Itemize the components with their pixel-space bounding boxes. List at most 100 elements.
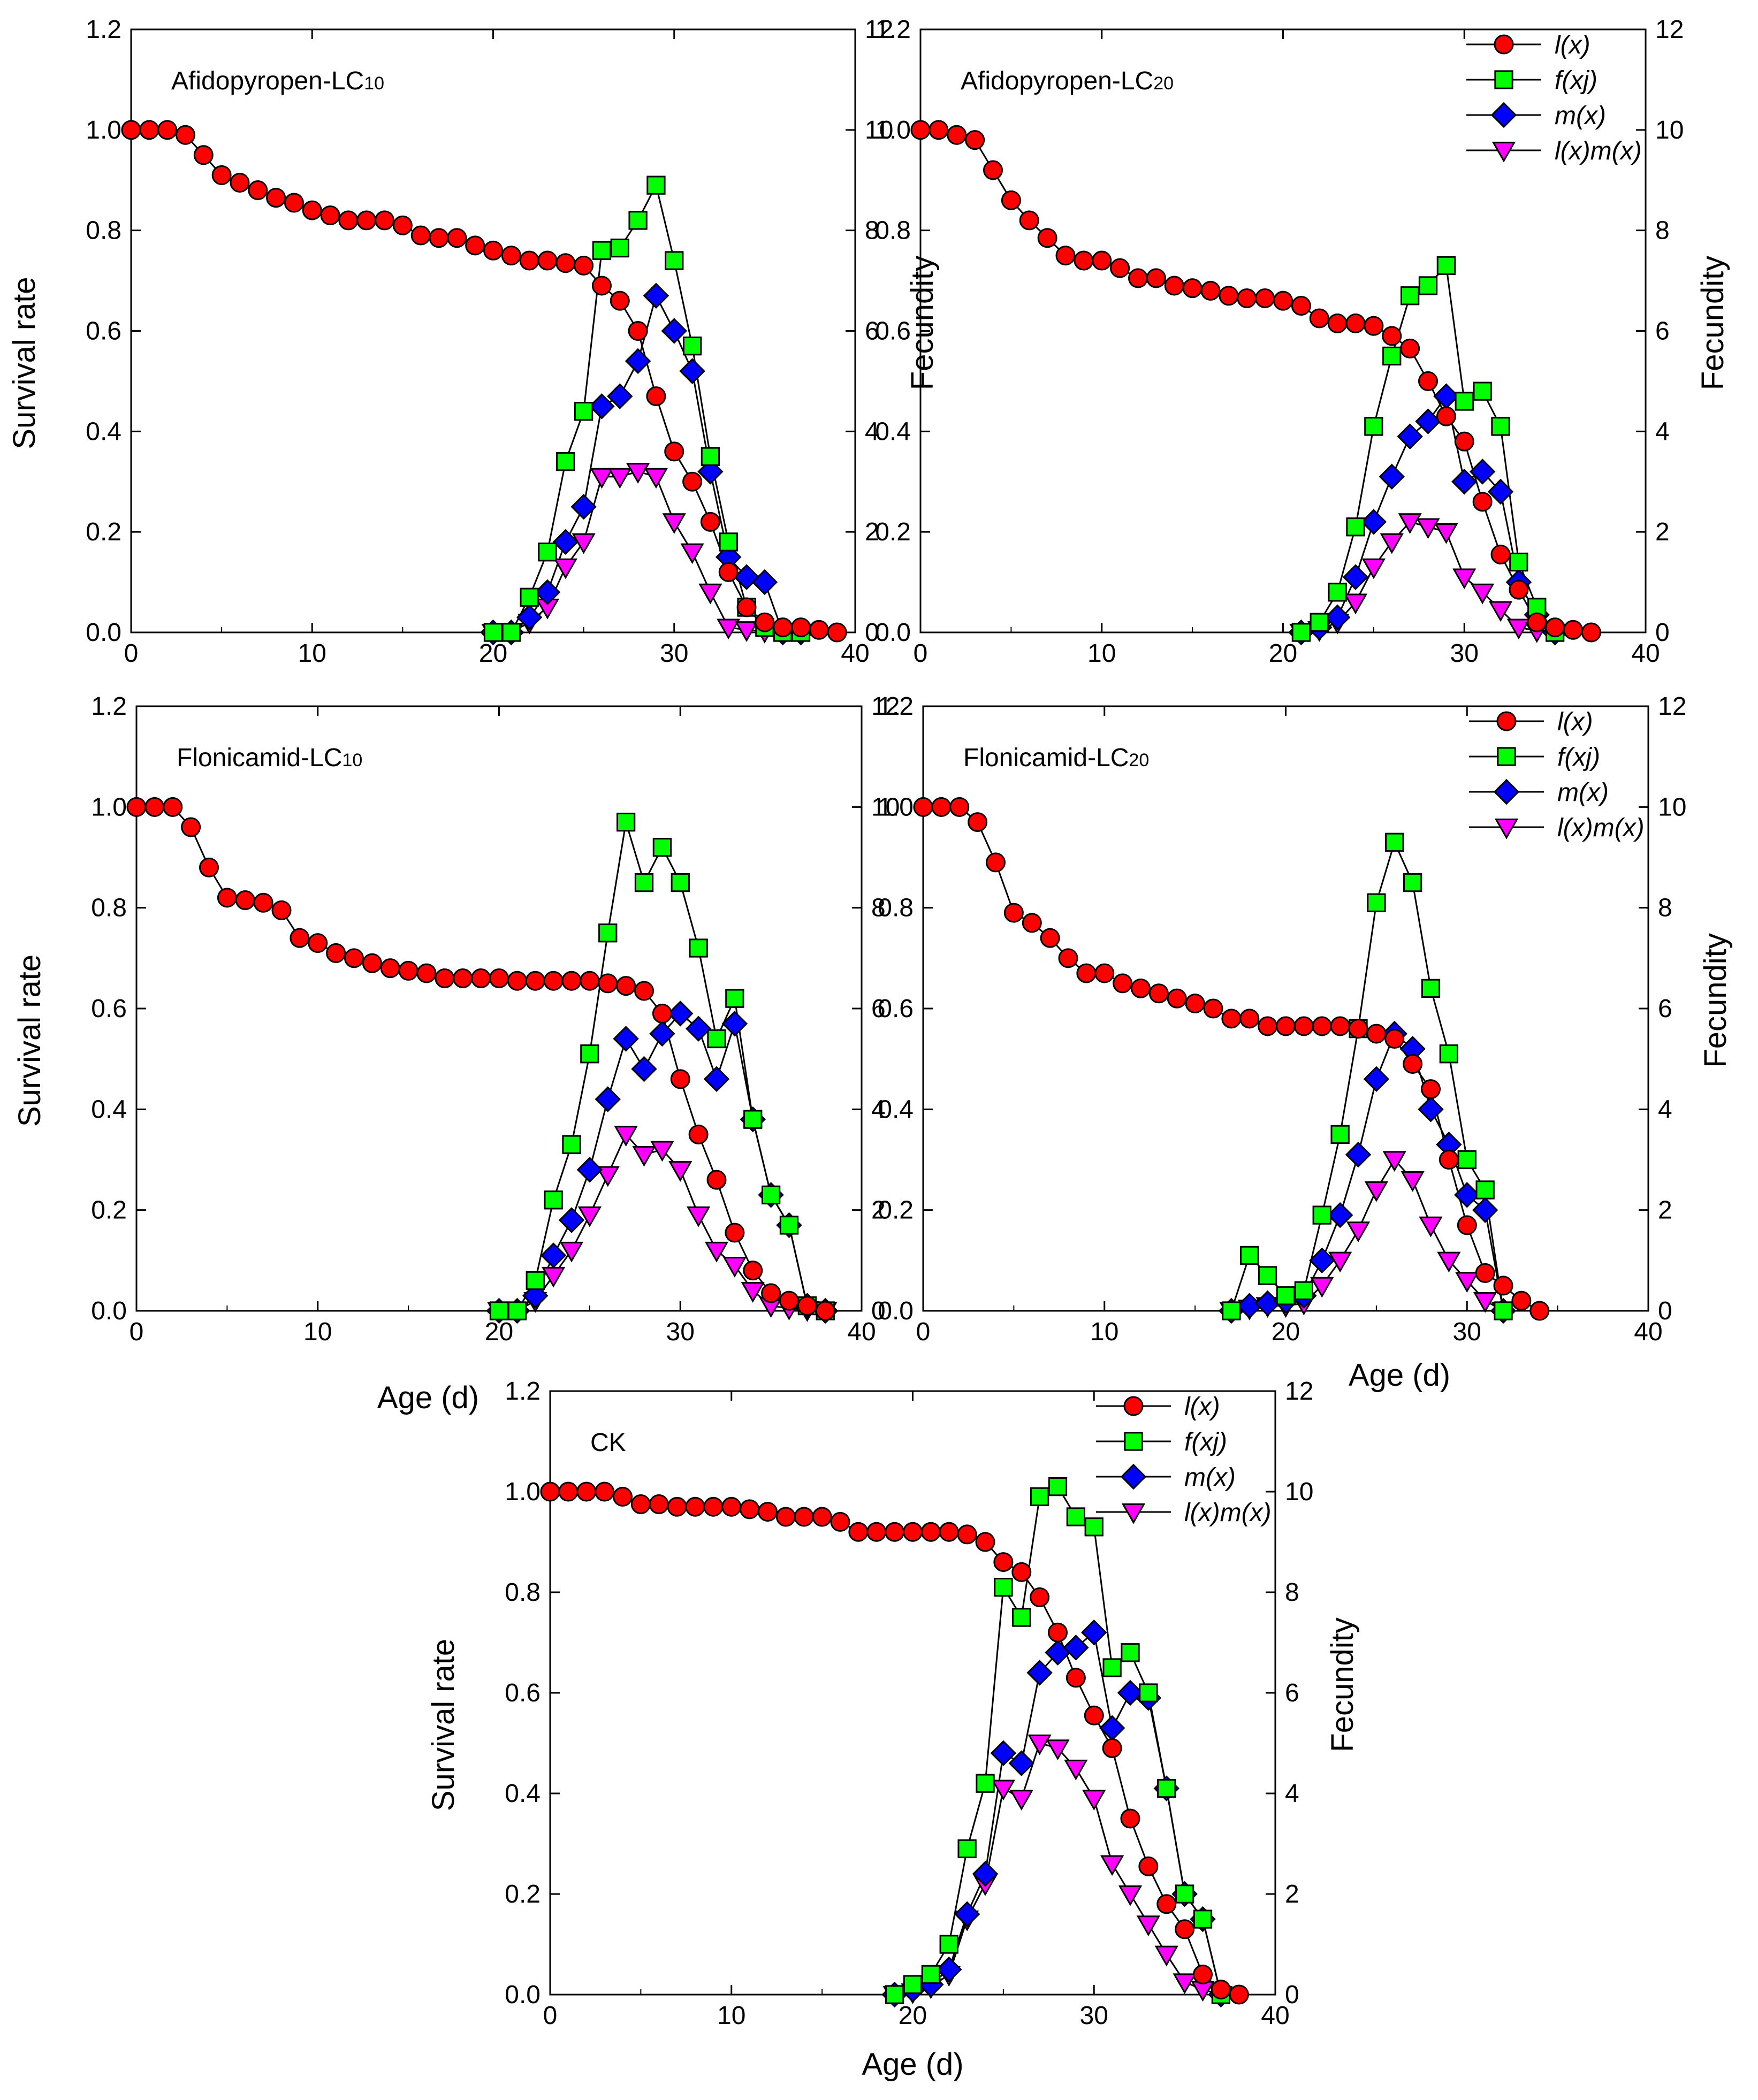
data-point-lx bbox=[338, 210, 359, 231]
data-point-mx bbox=[1469, 459, 1496, 485]
data-point-lx bbox=[649, 1494, 669, 1514]
data-point-fxj bbox=[574, 402, 593, 421]
data-point-mx bbox=[643, 282, 669, 309]
data-point-fxj bbox=[1139, 1683, 1158, 1702]
y2-tick-label: 8 bbox=[1285, 1578, 1299, 1607]
y2-tick-label: 10 bbox=[1658, 793, 1686, 821]
data-point-lx bbox=[1400, 338, 1420, 358]
data-point-lx bbox=[630, 1494, 651, 1514]
data-point-lx bbox=[1418, 371, 1438, 391]
data-point-lx bbox=[1193, 1964, 1213, 1984]
data-point-lx bbox=[1092, 250, 1112, 271]
legend-label-fxj: f(xj) bbox=[1184, 1428, 1227, 1456]
data-point-fxj bbox=[1400, 286, 1420, 306]
x-tick-label: 10 bbox=[1090, 1318, 1118, 1346]
data-point-fxj bbox=[598, 923, 618, 943]
data-point-fxj bbox=[1439, 1044, 1459, 1064]
panel-label-subscript: 20 bbox=[1129, 750, 1149, 770]
data-point-lx bbox=[903, 1522, 923, 1542]
data-point-fxj bbox=[1491, 417, 1510, 436]
data-point-lx bbox=[885, 1522, 905, 1542]
data-point-mx bbox=[703, 1066, 730, 1093]
data-point-lxmx bbox=[1009, 1790, 1033, 1811]
data-point-lxmx bbox=[1118, 1885, 1143, 1906]
data-point-lx bbox=[1330, 1016, 1350, 1036]
data-point-lx bbox=[965, 130, 985, 150]
data-point-lxmx bbox=[1361, 558, 1386, 579]
legend-marker-fxj bbox=[1494, 70, 1513, 89]
data-point-fxj bbox=[1418, 276, 1438, 295]
data-point-fxj bbox=[671, 873, 690, 892]
y-tick-label: 1.2 bbox=[91, 692, 127, 721]
y-tick-label: 0.4 bbox=[86, 417, 121, 446]
x-tick-label: 0 bbox=[916, 1318, 931, 1346]
data-point-fxj bbox=[520, 587, 539, 607]
data-point-lx bbox=[703, 1496, 724, 1517]
data-point-lx bbox=[320, 205, 340, 225]
data-point-lx bbox=[595, 1482, 615, 1502]
data-point-fxj bbox=[761, 1185, 781, 1205]
y2-tick-label: 6 bbox=[871, 995, 886, 1023]
y2-tick-label: 4 bbox=[865, 417, 879, 446]
data-point-lx bbox=[758, 1502, 778, 1522]
data-point-lx bbox=[920, 1522, 941, 1542]
data-point-fxj bbox=[1385, 833, 1404, 852]
y-tick-label: 1.0 bbox=[875, 116, 911, 144]
data-point-fxj bbox=[1328, 583, 1347, 602]
data-point-lxmx bbox=[559, 1241, 584, 1263]
data-point-lx bbox=[561, 971, 582, 991]
data-point-mx bbox=[1327, 1202, 1353, 1228]
data-point-lxmx bbox=[717, 618, 741, 640]
y2-tick-label: 6 bbox=[865, 317, 879, 346]
series-points-lx bbox=[121, 120, 847, 643]
data-point-lxmx bbox=[680, 543, 704, 564]
data-point-lxmx bbox=[572, 533, 596, 554]
x-tick-label: 30 bbox=[1453, 1318, 1481, 1346]
x-tick-label: 30 bbox=[1080, 2002, 1108, 2030]
y-tick-label: 1.0 bbox=[86, 116, 121, 144]
y2-tick-label: 0 bbox=[1285, 1981, 1299, 2009]
data-point-lx bbox=[1156, 1894, 1177, 1914]
data-point-lx bbox=[398, 960, 418, 981]
data-point-lx bbox=[1472, 492, 1493, 512]
data-point-fxj bbox=[1222, 1301, 1241, 1320]
data-point-lx bbox=[1293, 1016, 1314, 1036]
data-point-lx bbox=[253, 892, 273, 913]
data-point-fxj bbox=[725, 989, 744, 1008]
data-point-lx bbox=[1037, 228, 1057, 248]
legend-marker-mx bbox=[1490, 102, 1517, 128]
x-tick-label: 0 bbox=[124, 639, 139, 668]
legend-marker-lx bbox=[1123, 1396, 1144, 1416]
y2-tick-label: 0 bbox=[871, 1297, 886, 1325]
data-point-fxj bbox=[1367, 893, 1386, 912]
data-point-lx bbox=[1291, 296, 1311, 316]
data-point-lxmx bbox=[1488, 601, 1513, 622]
chart-panel-afidopyropen-lc20: 0 10 20 30 40 0.0 0.2 0.4 0.6 0.8 1.0 1.2 0 2 4 6 8 10 12 F… bbox=[875, 16, 1730, 668]
data-point-mx bbox=[685, 1015, 712, 1042]
data-point-lxmx bbox=[698, 583, 722, 605]
y-tick-label: 0.6 bbox=[86, 317, 121, 346]
data-point-lx bbox=[740, 1499, 760, 1519]
y2-tick-label: 2 bbox=[1655, 518, 1670, 546]
data-point-lxmx bbox=[1173, 1973, 1197, 1995]
data-point-lx bbox=[700, 511, 720, 532]
x-tick-label: 40 bbox=[841, 639, 869, 668]
data-point-lxmx bbox=[1437, 1251, 1461, 1273]
data-point-fxj bbox=[1276, 1286, 1296, 1305]
y2-tick-label: 4 bbox=[871, 1095, 886, 1124]
data-point-lx bbox=[507, 971, 527, 991]
y2-tick-label: 4 bbox=[1658, 1095, 1672, 1124]
data-point-fxj bbox=[1084, 1517, 1103, 1537]
data-point-lx bbox=[576, 1482, 597, 1502]
data-point-mx bbox=[625, 348, 651, 375]
data-point-fxj bbox=[1048, 1477, 1068, 1496]
y-tick-label: 0.4 bbox=[91, 1095, 127, 1124]
data-point-mx bbox=[631, 1056, 657, 1082]
data-point-lx bbox=[1276, 1016, 1296, 1036]
data-point-lx bbox=[1221, 1009, 1242, 1029]
data-point-lx bbox=[830, 1511, 850, 1532]
data-point-lx bbox=[1258, 1016, 1278, 1036]
data-point-lx bbox=[761, 1283, 781, 1303]
y-tick-label: 0.8 bbox=[91, 894, 127, 922]
data-point-fxj bbox=[689, 938, 708, 958]
